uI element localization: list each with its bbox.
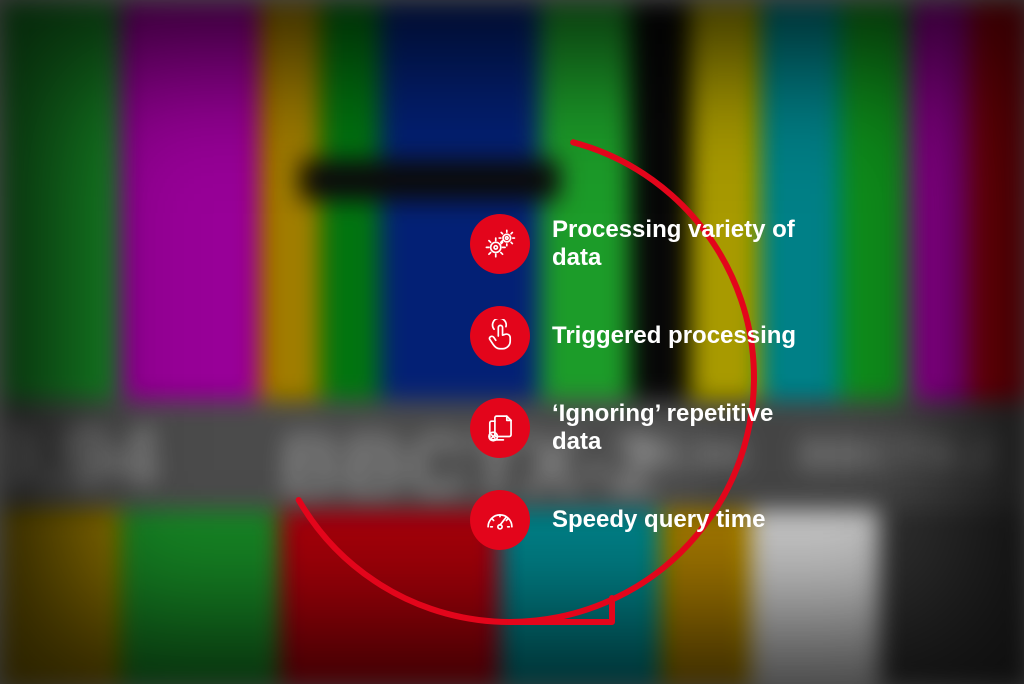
feature-label: Triggered processing: [552, 322, 796, 350]
documents-icon: [470, 398, 530, 458]
feature-item: Triggered processing: [470, 306, 812, 366]
touch-icon: [470, 306, 530, 366]
feature-label: Processing variety of data: [552, 216, 812, 271]
bg-text: 59.94: [0, 408, 163, 507]
feature-list: Processing variety of data Triggered pro…: [470, 214, 812, 550]
feature-label: ‘Ignoring’ repetitive data: [552, 400, 812, 455]
gears-icon: [470, 214, 530, 274]
feature-item: Processing variety of data: [470, 214, 812, 274]
feature-item: ‘Ignoring’ repetitive data: [470, 398, 812, 458]
infographic-stage: 59.94BBCTX-259.94BBCTX-2 Processing vari…: [0, 0, 1024, 684]
feature-label: Speedy query time: [552, 506, 765, 534]
bg-text: BBCTX-2: [799, 430, 999, 480]
feature-item: Speedy query time: [470, 490, 812, 550]
gauge-icon: [470, 490, 530, 550]
